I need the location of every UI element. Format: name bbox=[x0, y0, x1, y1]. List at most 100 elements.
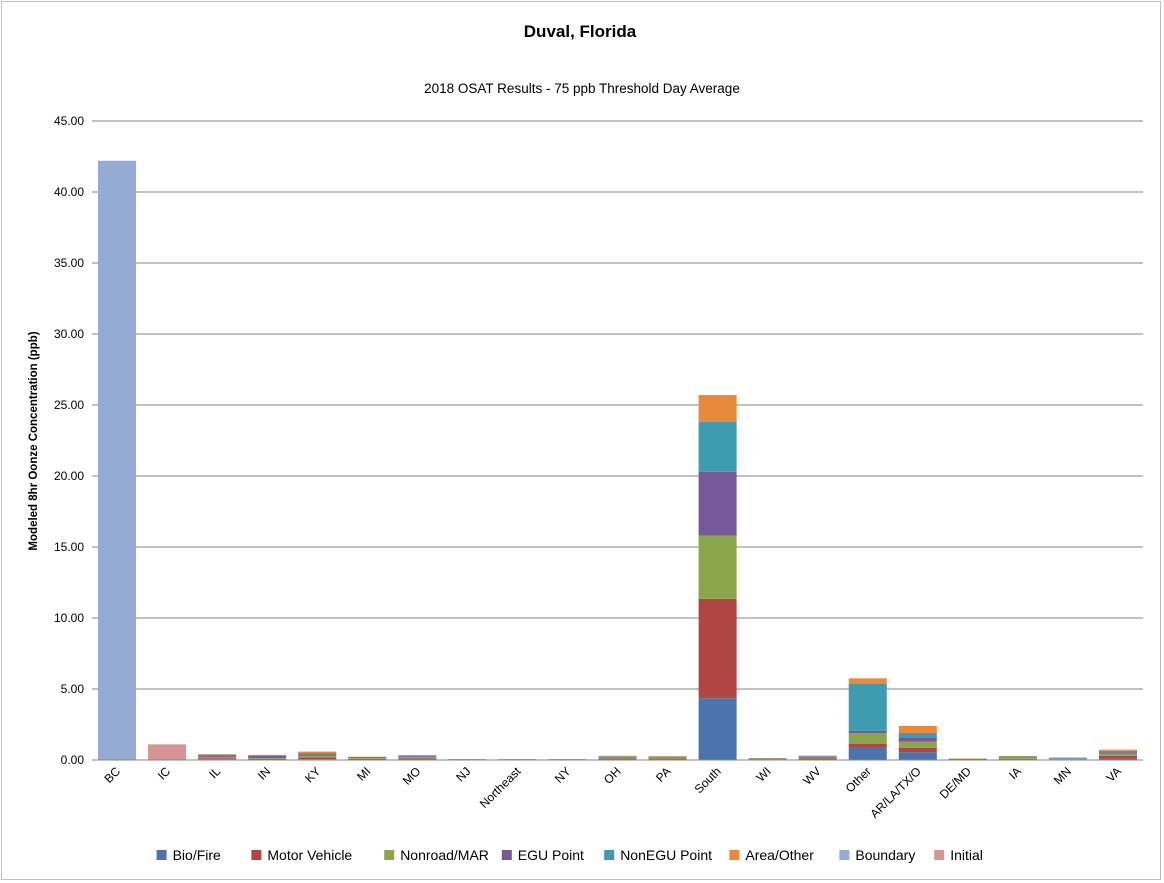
bar-segment bbox=[1098, 753, 1137, 756]
x-tick-label: DE/MD bbox=[937, 764, 974, 801]
bar-segment bbox=[798, 758, 837, 760]
x-tick-label: MI bbox=[354, 764, 373, 783]
x-tick-label: WV bbox=[800, 764, 824, 788]
x-tick-label: IN bbox=[255, 764, 273, 782]
bar-segment bbox=[648, 756, 687, 758]
y-tick-label: 30.00 bbox=[54, 327, 84, 341]
y-tick-label: 35.00 bbox=[54, 256, 84, 270]
bar-segment bbox=[998, 758, 1037, 760]
bar-segment bbox=[648, 756, 687, 757]
x-tick-label: Northeast bbox=[477, 764, 524, 811]
y-axis-label: Modeled 8hr Oonze Concentration (ppb) bbox=[28, 331, 40, 550]
bar-segment bbox=[348, 757, 387, 758]
x-tick-labels: BC IC IL IN KY MI MO NJ Northeast NY OH PA South WI WV… bbox=[101, 764, 1124, 821]
bar-segment bbox=[1098, 749, 1137, 751]
bar-segment bbox=[198, 755, 237, 757]
bar-segment bbox=[698, 535, 737, 599]
bar-segment bbox=[898, 741, 937, 748]
bar-segment bbox=[498, 759, 537, 760]
legend-swatch bbox=[156, 850, 167, 860]
bar-segment bbox=[298, 757, 337, 760]
bar-segment bbox=[298, 755, 337, 758]
x-tick-label: IL bbox=[206, 764, 223, 781]
x-tick-label: IC bbox=[155, 764, 174, 783]
bar-segment bbox=[248, 755, 287, 757]
x-tick-label: KY bbox=[302, 764, 323, 785]
y-tick-label: 40.00 bbox=[54, 185, 84, 199]
bar-segment bbox=[998, 756, 1037, 757]
bar-segment bbox=[648, 758, 687, 760]
bar-segment bbox=[698, 395, 737, 423]
bar-segment bbox=[1098, 750, 1137, 753]
bar-segment bbox=[748, 758, 787, 760]
bar-segment bbox=[598, 758, 637, 760]
bar-segment bbox=[348, 758, 387, 759]
x-tick-label: VA bbox=[1104, 764, 1125, 785]
bar-segment bbox=[1048, 757, 1087, 758]
x-tick-label: Other bbox=[843, 764, 874, 795]
bar-segment bbox=[248, 754, 287, 756]
bar-segment bbox=[398, 756, 437, 758]
y-tick-label: 45.00 bbox=[54, 114, 84, 128]
bar-segment bbox=[898, 733, 937, 738]
bar-segment bbox=[598, 757, 637, 759]
bar-segment bbox=[798, 756, 837, 757]
bar-segment bbox=[848, 730, 887, 734]
x-tick-label: NJ bbox=[453, 764, 473, 784]
bar-segment bbox=[198, 758, 237, 760]
bar-segment bbox=[348, 757, 387, 759]
legend: Bio/Fire Motor Vehicle Nonroad/MAR EGU Poin… bbox=[156, 847, 983, 863]
legend-swatch bbox=[729, 850, 740, 860]
y-tick-label: 10.00 bbox=[54, 611, 84, 625]
x-tick-label: IA bbox=[1006, 764, 1024, 782]
x-tick-label: OH bbox=[601, 764, 624, 787]
bar-segment bbox=[1048, 758, 1087, 760]
bar-segment bbox=[198, 754, 237, 756]
legend-swatch bbox=[604, 850, 615, 860]
legend-label: Nonroad/MAR bbox=[400, 847, 489, 863]
y-tick-labels: 0.00 5.00 10.00 15.00 20.00 25.00 30.00 35.00 40… bbox=[54, 114, 84, 767]
bar-segment bbox=[298, 754, 337, 756]
legend-swatch bbox=[839, 850, 850, 860]
bar-segment bbox=[248, 756, 287, 759]
bar-segment bbox=[698, 698, 737, 760]
bar-segment bbox=[948, 758, 987, 760]
legend-label: EGU Point bbox=[518, 847, 584, 863]
bar-segment bbox=[398, 758, 437, 760]
x-tick-label: MN bbox=[1051, 764, 1074, 787]
bar-segment bbox=[398, 757, 437, 759]
legend-swatch bbox=[501, 850, 512, 860]
legend-swatch bbox=[384, 850, 395, 860]
bar-segment bbox=[648, 757, 687, 759]
x-tick-label: AR/LA/TX/O bbox=[867, 764, 924, 821]
x-tick-label: NY bbox=[552, 764, 574, 786]
legend-label: Area/Other bbox=[745, 847, 814, 863]
bar-segment bbox=[148, 744, 187, 760]
bar-segment bbox=[948, 759, 987, 760]
bar-segment bbox=[698, 422, 737, 472]
bar-segment bbox=[998, 757, 1037, 759]
x-tick-label: PA bbox=[653, 764, 674, 785]
y-tick-label: 25.00 bbox=[54, 398, 84, 412]
bar-segment bbox=[1098, 752, 1137, 754]
x-tick-label: MO bbox=[400, 764, 424, 788]
bar-segment bbox=[348, 758, 387, 760]
bar-segment bbox=[548, 759, 587, 760]
bar-segment bbox=[848, 684, 887, 731]
chart-subtitle: 2018 OSAT Results - 75 ppb Threshold Day… bbox=[424, 81, 740, 96]
bar-segment bbox=[248, 758, 287, 760]
legend-swatch bbox=[251, 850, 262, 860]
bar-segment bbox=[248, 758, 287, 759]
bar-segment bbox=[798, 756, 837, 758]
x-tick-label: South bbox=[692, 764, 724, 796]
bar-segment bbox=[848, 733, 887, 744]
legend-label: Initial bbox=[950, 847, 983, 863]
legend-label: Motor Vehicle bbox=[267, 847, 352, 863]
x-tick-label: BC bbox=[101, 764, 123, 786]
bar-segment bbox=[1048, 758, 1087, 759]
bar-segment bbox=[1098, 755, 1137, 759]
y-tick-label: 0.00 bbox=[61, 753, 85, 767]
bar-segment bbox=[848, 678, 887, 685]
x-tick-label: WI bbox=[753, 764, 773, 784]
